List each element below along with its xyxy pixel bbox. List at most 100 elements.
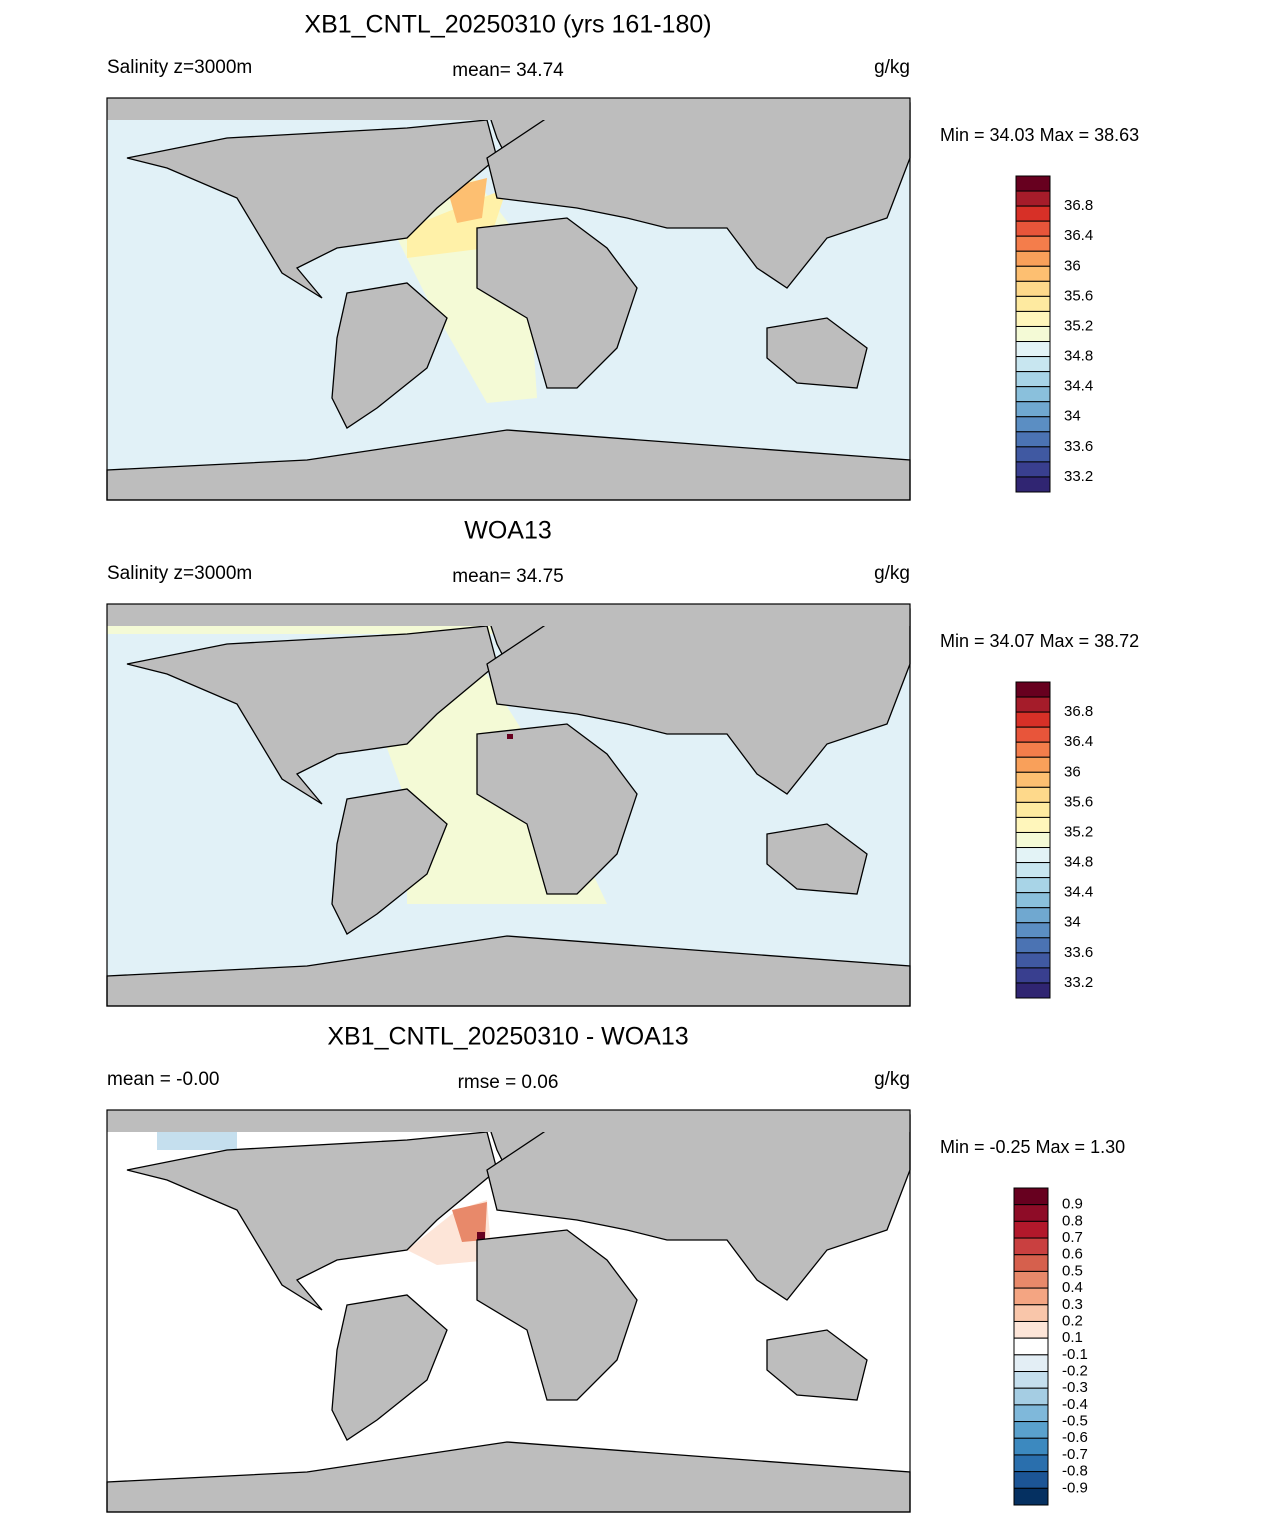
colorbar-box (1015, 922, 1051, 939)
colorbar-label: 0.1 (1062, 1329, 1083, 1346)
colorbar-box (1015, 786, 1051, 803)
colorbar-label: 33.6 (1064, 438, 1093, 455)
colorbar-label: 35.6 (1064, 793, 1093, 810)
center-label: mean= 34.74 (452, 60, 564, 81)
colorbar-box (1015, 416, 1051, 433)
colorbar-label: -0.5 (1062, 1413, 1088, 1430)
colorbar-box (1015, 681, 1051, 698)
colorbar-box (1015, 205, 1051, 222)
colorbar-box (1013, 1304, 1049, 1322)
colorbar-box (1013, 1254, 1049, 1272)
units: g/kg (874, 563, 910, 584)
colorbar-label: 0.7 (1062, 1229, 1083, 1246)
colorbar-label: 0.2 (1062, 1312, 1083, 1329)
colorbar-box (1013, 1404, 1049, 1423)
colorbar-box (1015, 431, 1051, 448)
colorbar-box (1013, 1287, 1049, 1306)
colorbar-label: 34 (1064, 408, 1081, 425)
colorbar-box (1015, 831, 1051, 849)
colorbar-box (1015, 265, 1051, 282)
panel-title: WOA13 (464, 517, 552, 545)
panel-title: XB1_CNTL_20250310 - WOA13 (327, 1023, 688, 1051)
colorbar-label: 33.2 (1064, 468, 1093, 485)
colorbar-box (1015, 816, 1051, 833)
colorbar-box (1013, 1454, 1049, 1473)
colorbar-box (1015, 741, 1051, 758)
colorbar-label: 0.5 (1062, 1262, 1083, 1279)
colorbar-label: 34.4 (1064, 378, 1093, 395)
colorbar-label: 33.6 (1064, 944, 1093, 961)
colorbar-box (1015, 190, 1051, 207)
colorbar-box (1015, 937, 1051, 954)
colorbar-box (1015, 310, 1051, 327)
colorbar-box (1013, 1187, 1049, 1206)
colorbar-box (1015, 371, 1051, 388)
colorbar-label: 36 (1064, 763, 1081, 780)
colorbar-label: 36.8 (1064, 703, 1093, 720)
left-label: mean = -0.00 (107, 1069, 220, 1090)
colorbar-box (1013, 1354, 1049, 1373)
colorbar-box (1013, 1371, 1049, 1389)
colorbar-box (1013, 1237, 1049, 1256)
colorbar-label: 34.8 (1064, 348, 1093, 365)
colorbar-box (1013, 1270, 1049, 1289)
colorbar-box (1015, 907, 1051, 924)
colorbar-box (1015, 847, 1051, 864)
colorbar-label: 34.8 (1064, 854, 1093, 871)
colorbar-box (1015, 446, 1051, 463)
colorbar-label: 35.2 (1064, 317, 1093, 334)
colorbar-label: 35.2 (1064, 823, 1093, 840)
colorbar-box (1015, 756, 1051, 773)
colorbar-box (1015, 461, 1051, 478)
colorbar-label: 33.2 (1064, 974, 1093, 991)
colorbar-box (1015, 235, 1051, 252)
colorbar-label: 34 (1064, 914, 1081, 931)
colorbar-box (1013, 1337, 1049, 1356)
colorbar-label: -0.2 (1062, 1362, 1088, 1379)
colorbar-label: 36 (1064, 257, 1081, 274)
colorbar-box (1015, 325, 1051, 343)
colorbar-label: -0.7 (1062, 1446, 1088, 1463)
colorbar-box (1013, 1320, 1049, 1339)
colorbar-label: -0.8 (1062, 1463, 1088, 1480)
colorbar-box (1015, 220, 1051, 237)
left-label: Salinity z=3000m (107, 57, 252, 78)
colorbar-label: 36.4 (1064, 733, 1093, 750)
colorbar-box (1015, 877, 1051, 894)
min-max: Min = -0.25 Max = 1.30 (940, 1137, 1125, 1157)
map (106, 1109, 911, 1513)
colorbar-box (1013, 1204, 1049, 1222)
colorbar-box (1013, 1421, 1049, 1439)
panel-title: XB1_CNTL_20250310 (yrs 161-180) (304, 11, 711, 39)
colorbar-label: 0.9 (1062, 1196, 1083, 1213)
colorbar-box (1013, 1387, 1049, 1406)
colorbar-label: -0.6 (1062, 1429, 1088, 1446)
colorbar-box (1015, 341, 1051, 358)
colorbar-label: 36.4 (1064, 227, 1093, 244)
min-max: Min = 34.03 Max = 38.63 (940, 125, 1139, 145)
units: g/kg (874, 1069, 910, 1090)
colorbar-box (1015, 696, 1051, 713)
colorbar-label: 34.4 (1064, 884, 1093, 901)
map (106, 603, 911, 1007)
colorbar-box (1015, 175, 1051, 192)
center-label: mean= 34.75 (452, 566, 563, 587)
colorbar-box (1015, 892, 1051, 909)
colorbar-label: -0.3 (1062, 1379, 1088, 1396)
colorbar-label: -0.4 (1062, 1396, 1088, 1413)
colorbar-box (1015, 280, 1051, 297)
colorbar-box (1015, 250, 1051, 267)
colorbar-label: 0.8 (1062, 1212, 1083, 1229)
colorbar-box (1015, 711, 1051, 728)
colorbar-label: -0.1 (1062, 1346, 1088, 1363)
colorbar-label: 0.4 (1062, 1279, 1083, 1296)
colorbar-box (1015, 771, 1051, 788)
units: g/kg (874, 57, 910, 78)
colorbar-label: 0.6 (1062, 1246, 1083, 1263)
colorbar-box (1013, 1487, 1049, 1506)
map (106, 97, 911, 501)
colorbar-box (1013, 1471, 1049, 1489)
colorbar-label: 35.6 (1064, 287, 1093, 304)
colorbar-box (1015, 476, 1051, 493)
